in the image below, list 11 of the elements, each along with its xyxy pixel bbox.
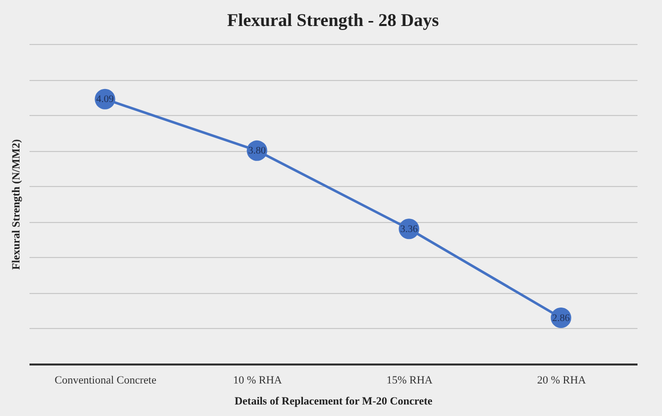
data-label: 3.80 (248, 146, 266, 157)
x-axis-title: Details of Replacement for M-20 Concrete (234, 396, 433, 408)
x-tick-label: 10 % RHA (233, 374, 282, 386)
data-label: 4.09 (96, 94, 114, 106)
data-label: 2.86 (552, 312, 570, 324)
data-label: 3.36 (400, 224, 418, 235)
x-tick-label: Conventional Concrete (54, 374, 156, 386)
chart-title: Flexural Strength - 28 Days (227, 10, 439, 30)
y-axis-title: Flexural Strength (N/MM2) (10, 138, 22, 270)
x-tick-label: 20 % RHA (537, 374, 586, 386)
x-tick-label: 15% RHA (386, 374, 433, 386)
